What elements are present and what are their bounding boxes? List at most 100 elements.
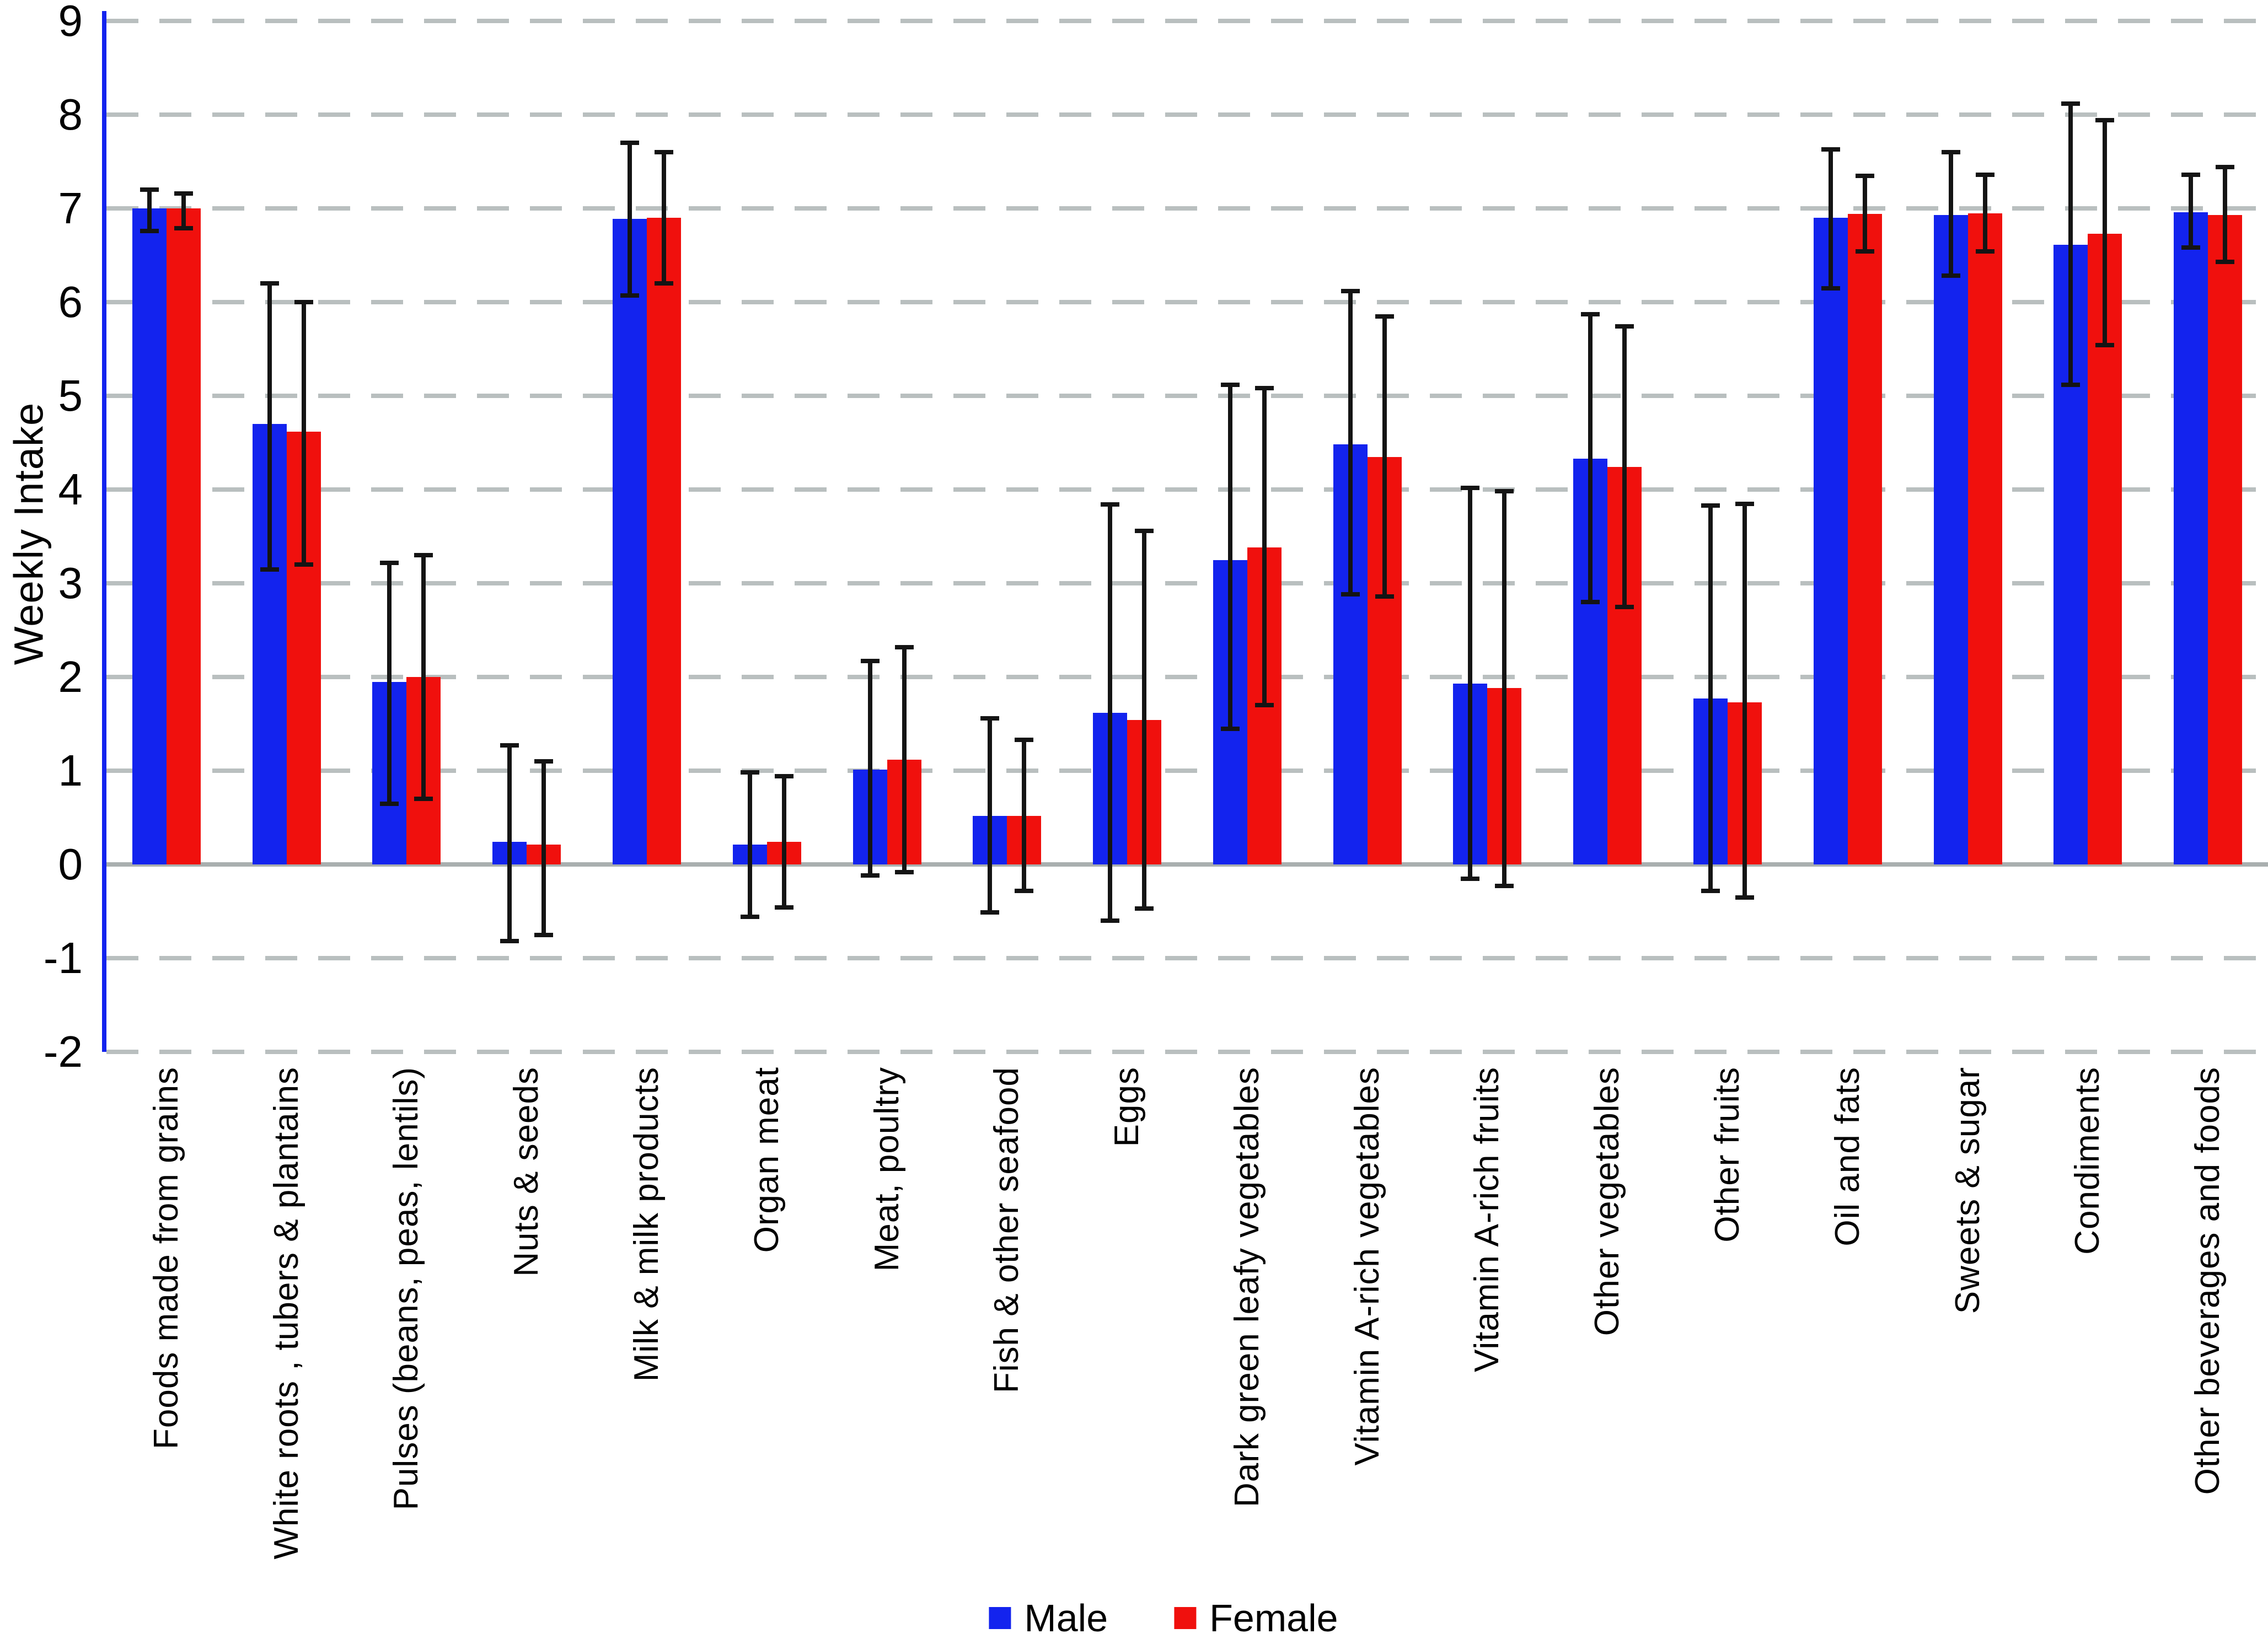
error-bar-line: [301, 302, 306, 565]
error-bar-cap-bottom: [414, 797, 433, 801]
gridline: [106, 206, 2268, 211]
error-bar-cap-bottom: [1975, 249, 1994, 254]
x-category-label: Nuts & seeds: [507, 1067, 546, 1277]
error-bar-line: [147, 190, 152, 231]
legend-swatch-female: [1174, 1607, 1197, 1629]
x-category-label: Vitamin A-rich fruits: [1468, 1067, 1506, 1372]
error-bar-cap-top: [655, 150, 673, 154]
x-category-label: Pulses (beans, peas, lentils): [387, 1067, 426, 1511]
female-bar: [2208, 214, 2243, 864]
error-bar-cap-bottom: [1821, 286, 1840, 291]
gridline: [106, 956, 2268, 960]
error-bar-line: [1022, 739, 1027, 891]
error-bar-cap-bottom: [380, 801, 399, 806]
error-bar-cap-bottom: [1341, 592, 1360, 597]
legend-swatch-male: [989, 1607, 1011, 1629]
error-bar-cap-top: [894, 644, 914, 649]
error-bar-cap-bottom: [2216, 259, 2235, 264]
error-bar-line: [1348, 291, 1353, 595]
error-bar-cap-top: [1375, 314, 1394, 319]
error-bar-cap-bottom: [534, 932, 554, 937]
error-bar-cap-top: [740, 770, 759, 775]
error-bar-cap-bottom: [655, 281, 673, 286]
error-bar-line: [2189, 174, 2194, 248]
legend-item: Female: [1174, 1596, 1338, 1639]
error-bar-cap-bottom: [774, 905, 793, 910]
male-bar: [2174, 212, 2208, 864]
gridline: [106, 112, 2268, 117]
gridline: [106, 769, 2268, 773]
y-axis-line: [102, 11, 106, 1052]
y-tick-label: -1: [43, 933, 83, 982]
error-bar-cap-bottom: [740, 915, 759, 920]
zero-gridline: [106, 862, 2268, 867]
error-bar-line: [662, 152, 666, 283]
error-bar-cap-bottom: [1220, 726, 1240, 731]
error-bar-line: [747, 772, 752, 917]
y-tick-label: 0: [58, 840, 83, 889]
legend: Male Female: [989, 1596, 1338, 1639]
error-bar-line: [421, 555, 426, 799]
x-category-label: White roots , tubers & plantains: [267, 1067, 305, 1560]
male-bar: [613, 218, 647, 864]
error-bar-line: [1622, 326, 1627, 607]
error-bar-line: [1828, 149, 1833, 288]
gridline: [106, 19, 2268, 23]
error-bar-line: [1227, 384, 1232, 729]
error-bar-cap-top: [1615, 324, 1634, 329]
error-bar-cap-bottom: [1101, 918, 1120, 923]
x-category-label: Meat, poultry: [867, 1067, 906, 1272]
error-bar-cap-bottom: [1135, 906, 1154, 911]
error-bar-line: [1708, 505, 1713, 891]
error-bar-cap-bottom: [2095, 343, 2115, 348]
error-bar-line: [902, 647, 907, 872]
y-tick-label: 4: [58, 465, 83, 514]
error-bar-line: [1982, 174, 1987, 252]
male-bar: [132, 208, 167, 864]
error-bar-cap-bottom: [620, 293, 639, 298]
error-bar-cap-bottom: [2181, 245, 2201, 250]
error-bar-line: [541, 761, 546, 935]
x-category-label: Condiments: [2068, 1067, 2107, 1255]
x-category-label: Other fruits: [1708, 1067, 1746, 1243]
error-bar-line: [2103, 120, 2108, 346]
male-bar: [1813, 218, 1848, 864]
error-bar-cap-bottom: [2061, 382, 2081, 387]
legend-label: Male: [1024, 1597, 1108, 1639]
x-category-label: Other beverages and foods: [2189, 1067, 2227, 1495]
error-bar-cap-top: [774, 774, 793, 779]
error-bar-cap-top: [1821, 147, 1840, 152]
error-bar-cap-bottom: [140, 228, 159, 233]
error-bar-line: [1142, 530, 1147, 909]
x-category-label: Other vegetables: [1588, 1067, 1627, 1336]
error-bar-cap-bottom: [1495, 884, 1514, 889]
error-bar-line: [2223, 167, 2228, 262]
error-bar-cap-top: [1701, 503, 1720, 508]
error-bar-cap-top: [1135, 528, 1154, 533]
gridline: [106, 1050, 2268, 1054]
error-bar-cap-top: [1975, 172, 1994, 177]
x-category-label: Vitamin A-rich vegetables: [1348, 1067, 1386, 1466]
error-bar-cap-bottom: [294, 562, 313, 567]
x-category-label: Eggs: [1108, 1067, 1146, 1147]
error-bar-cap-top: [260, 281, 279, 286]
error-bar-cap-bottom: [260, 567, 279, 572]
x-category-label: Sweets & sugar: [1948, 1067, 1987, 1314]
error-bar-line: [1382, 316, 1387, 597]
male-bar: [1933, 214, 1968, 864]
error-bar-cap-bottom: [1701, 888, 1720, 893]
error-bar-line: [1588, 314, 1593, 602]
error-bar-cap-top: [1581, 312, 1600, 317]
y-tick-label: 6: [58, 277, 83, 326]
error-bar-cap-top: [2216, 165, 2235, 170]
error-bar-line: [1468, 487, 1473, 879]
x-category-label: Milk & milk products: [628, 1067, 666, 1382]
female-bar: [1847, 214, 1882, 864]
gridline: [106, 581, 2268, 585]
error-bar-cap-top: [860, 659, 880, 664]
x-category-label: Fish & other seafood: [988, 1067, 1026, 1394]
error-bar-line: [181, 193, 186, 228]
female-bar: [1967, 213, 2002, 864]
y-tick-label: 1: [58, 746, 83, 795]
